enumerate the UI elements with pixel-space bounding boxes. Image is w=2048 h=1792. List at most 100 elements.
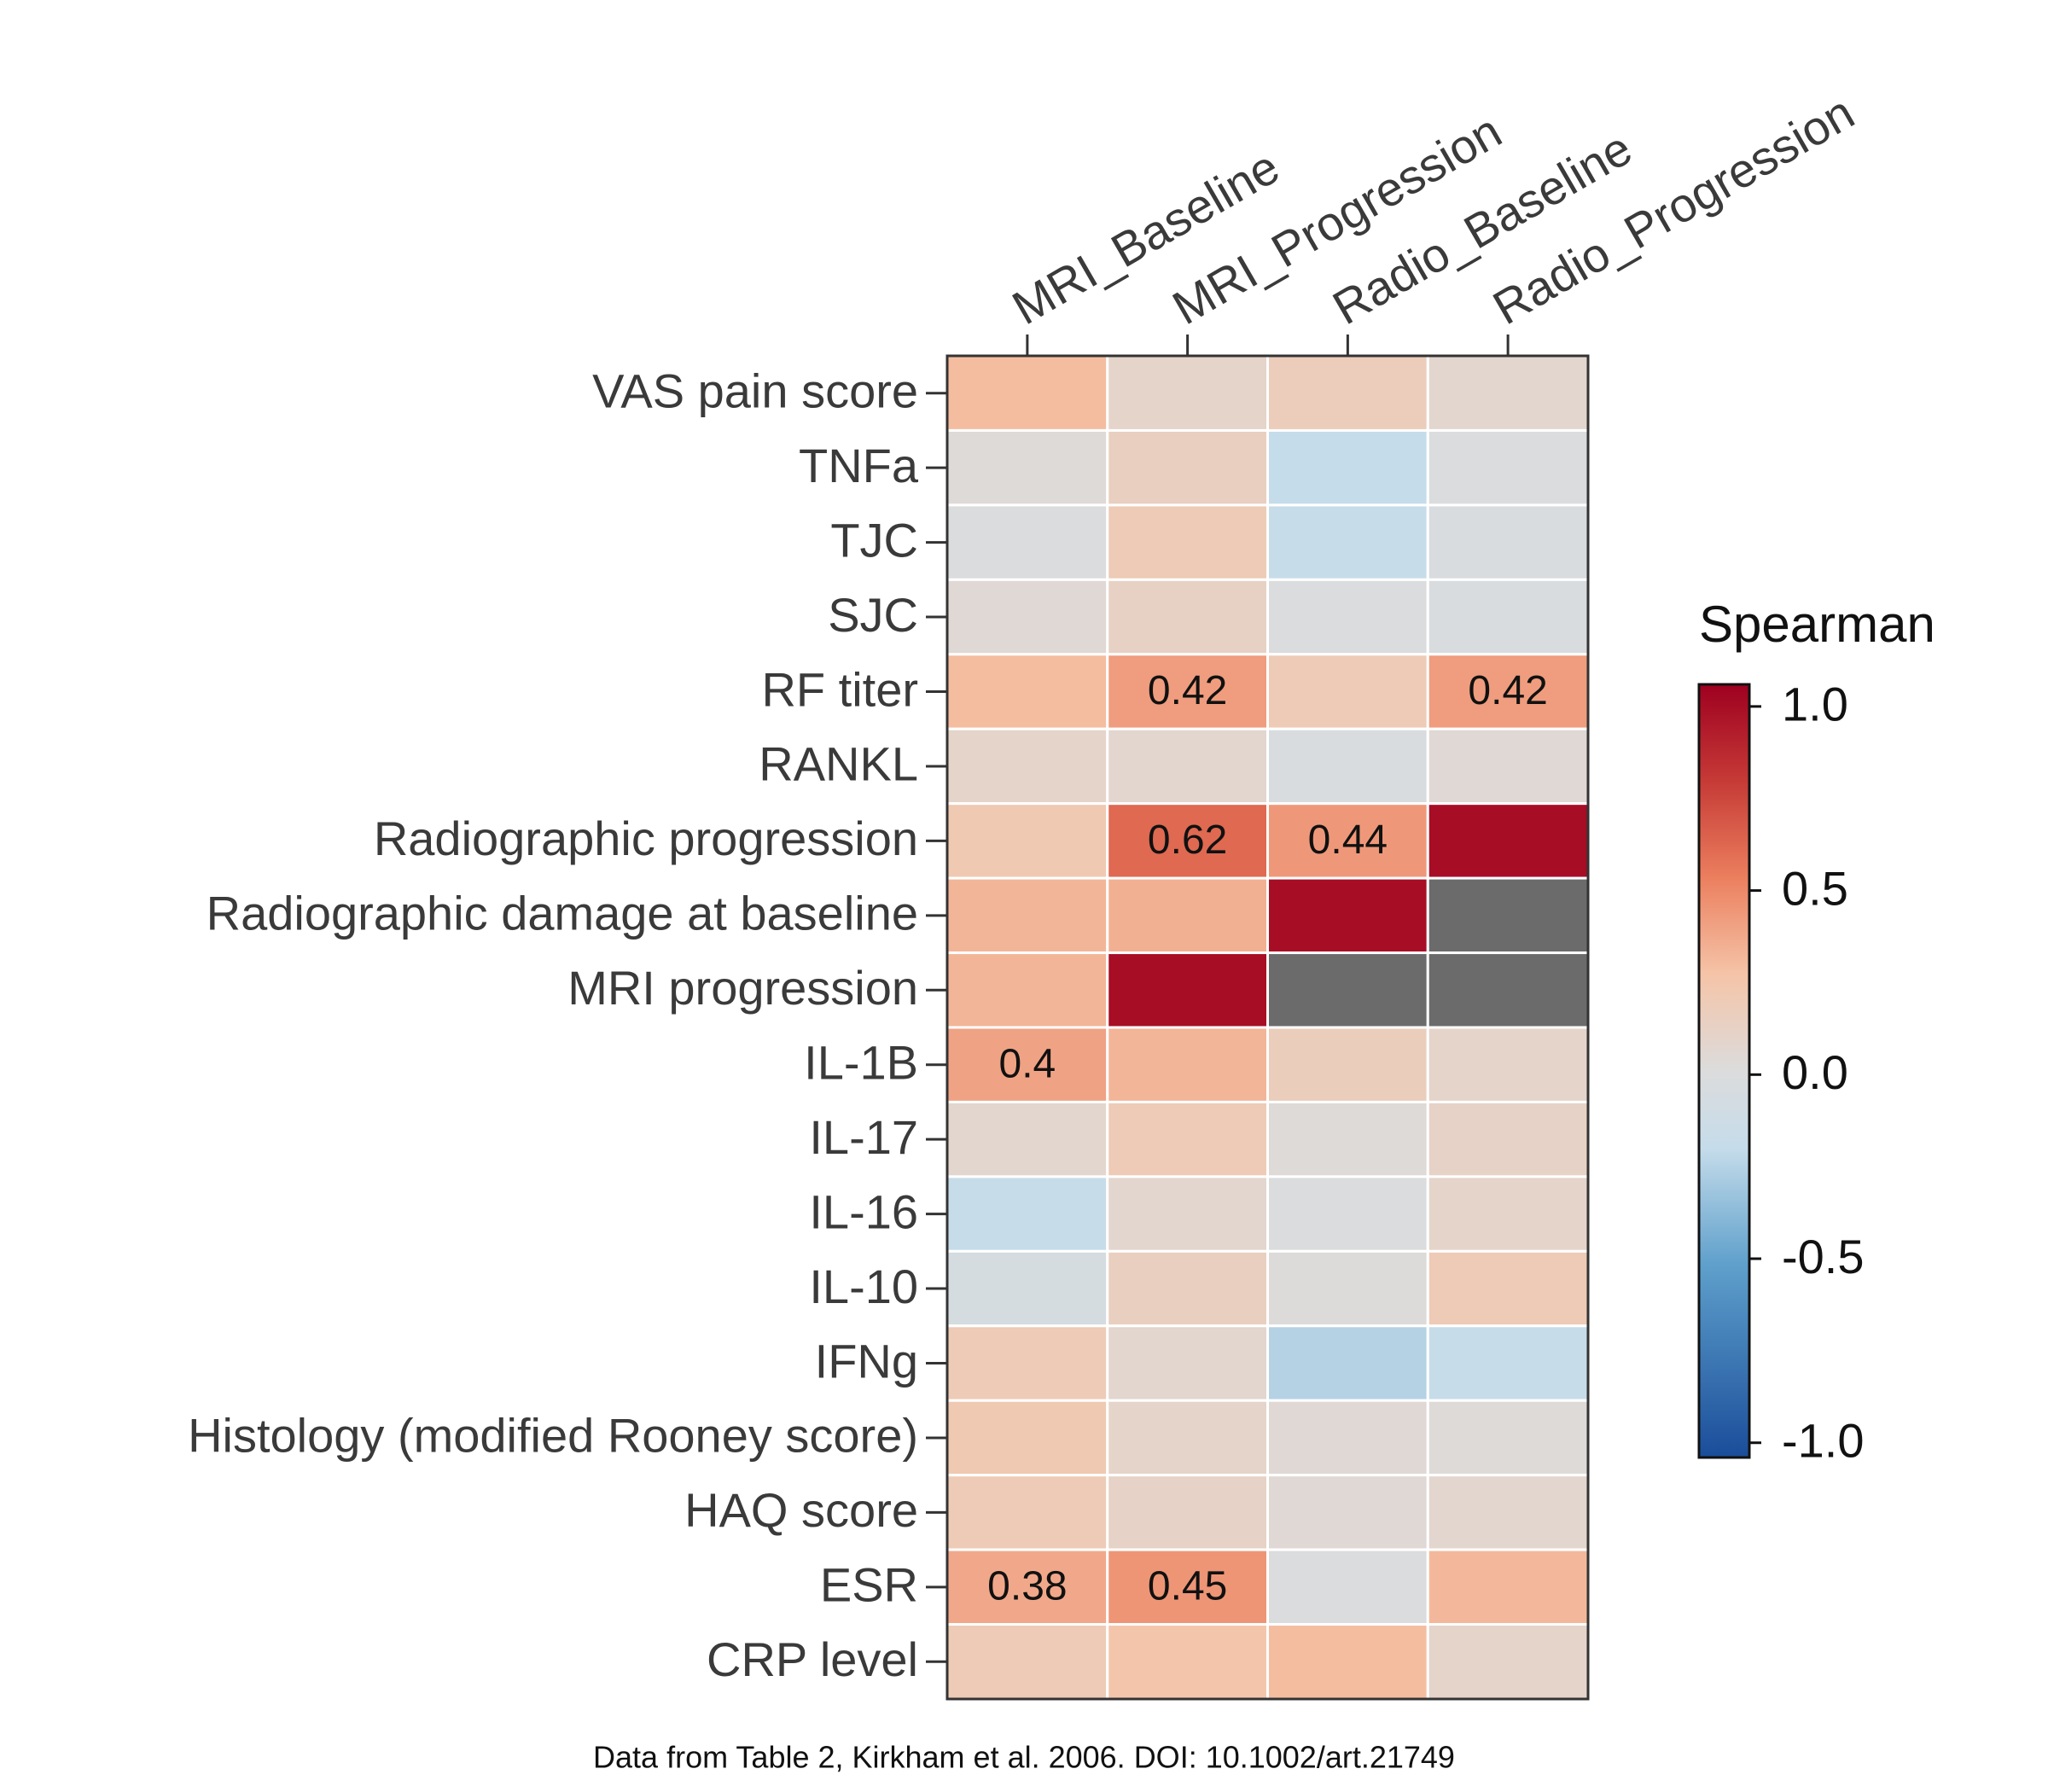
heatmap-cell [945,428,1109,507]
heatmap-cell [1106,1100,1269,1178]
heatmap-cell [1426,1474,1590,1551]
heatmap-cell [945,1474,1109,1551]
heatmap-cell [1426,1399,1590,1477]
y-tick-label: IL-17 [809,1110,918,1164]
heatmap-cell [1426,428,1590,507]
colorbar-tick-label: 1.0 [1782,678,1848,731]
heatmap-cell [945,1249,1109,1328]
heatmap-cell [1106,428,1269,507]
heatmap-cell [1106,503,1269,581]
y-tick-label: TJC [830,513,918,567]
missing-cell [1266,951,1429,1029]
y-tick-label: RF titer [761,662,918,716]
heatmap-cell [945,802,1109,880]
y-tick-label: RANKL [759,737,918,791]
heatmap-cell [1426,578,1590,656]
heatmap-cell [1266,1026,1429,1103]
colorbar-tick-label: -0.5 [1782,1230,1865,1283]
colorbar-title: Spearman [1699,596,1935,653]
heatmap-cell [1266,1100,1429,1178]
colorbar-tick-label: -1.0 [1782,1414,1865,1468]
y-tick-label: IL-10 [809,1260,918,1313]
y-tick-label: Radiographic damage at baseline [207,887,918,940]
heatmap-cell [1426,1175,1590,1253]
heatmap-cell [1266,1623,1429,1701]
y-tick-label: TNFa [799,439,919,492]
heatmap-cell [945,951,1109,1029]
heatmap-cell [1106,727,1269,806]
y-tick-label: VAS pain score [592,364,918,418]
y-tick-label: Radiographic progression [374,812,918,865]
y-tick-label: ESR [820,1558,918,1612]
heatmap-cell [945,653,1109,730]
heatmap-cell [1266,354,1429,432]
y-tick-label: IFNg [815,1334,918,1388]
heatmap-cell [1106,578,1269,656]
heatmap-cell [1106,1399,1269,1477]
plot-frame [945,354,1590,1701]
heatmap-cell [1106,354,1269,432]
heatmap-cell [1106,1623,1269,1701]
missing-cell [1426,876,1590,955]
colorbar-tick-label: 0.0 [1782,1045,1848,1099]
cell-label: 0.42 [1148,668,1227,713]
heatmap-cell [1266,727,1429,806]
y-tick-label: Histology (modified Rooney score) [188,1409,918,1463]
cell-label: 0.44 [1308,817,1388,863]
heatmap-cell [1266,653,1429,730]
footnote: Data from Table 2, Kirkham et al. 2006. … [593,1740,1455,1775]
cell-label: 0.42 [1468,668,1547,713]
heatmap-cell [1426,1249,1590,1328]
heatmap-cell [1426,1100,1590,1178]
heatmap-cell [1106,1026,1269,1103]
heatmap-cell [1106,951,1269,1029]
heatmap-cell [1266,578,1429,656]
heatmap-cell [1426,802,1590,880]
heatmap-cell [1426,727,1590,806]
heatmap-cell [1426,1026,1590,1103]
heatmap-cell [945,876,1109,955]
heatmap-cell [1266,876,1429,955]
heatmap-cell [945,354,1109,432]
heatmap-cell [1106,1249,1269,1328]
heatmap-cell [945,1175,1109,1253]
colorbar [1697,683,1751,1459]
heatmap-cell [1106,653,1269,730]
heatmap-cell [945,578,1109,656]
heatmap-cell [1426,653,1590,730]
y-tick-label: SJC [828,588,918,642]
cell-label: 0.4 [999,1041,1056,1086]
heatmap-cell [1106,876,1269,955]
heatmap-cell [1426,1623,1590,1701]
heatmap-cell [945,727,1109,806]
x-tick-label: MRI_Baseline [1004,139,1288,335]
heatmap-cell [1266,1324,1429,1402]
heatmap-cell [1426,1548,1590,1626]
heatmap-cell [1266,1548,1429,1626]
heatmap-cell [1266,428,1429,507]
heatmap-cell [945,1399,1109,1477]
heatmap-cell [1266,503,1429,581]
heatmap-cell [945,1100,1109,1178]
heatmap-cell [1266,1175,1429,1253]
y-tick-label: CRP level [707,1632,918,1686]
heatmap-cell [1426,503,1590,581]
heatmap-cell [1426,1324,1590,1402]
colorbar-tick-label: 0.5 [1782,861,1848,915]
missing-cell [1426,951,1590,1029]
heatmap-cell [1266,1474,1429,1551]
heatmap-cell [945,1623,1109,1701]
heatmap-cell [1266,1249,1429,1328]
heatmap-cell [1106,1175,1269,1253]
heatmap-cell [1426,354,1590,432]
y-tick-label: IL-1B [804,1036,918,1090]
y-tick-label: MRI progression [567,961,918,1015]
heatmap-cell [1106,1324,1269,1402]
heatmap-cell [1266,1399,1429,1477]
heatmap-cell [1106,1474,1269,1551]
heatmap-cell [945,1324,1109,1402]
cell-label: 0.62 [1148,817,1227,863]
y-tick-label: HAQ score [684,1483,918,1537]
